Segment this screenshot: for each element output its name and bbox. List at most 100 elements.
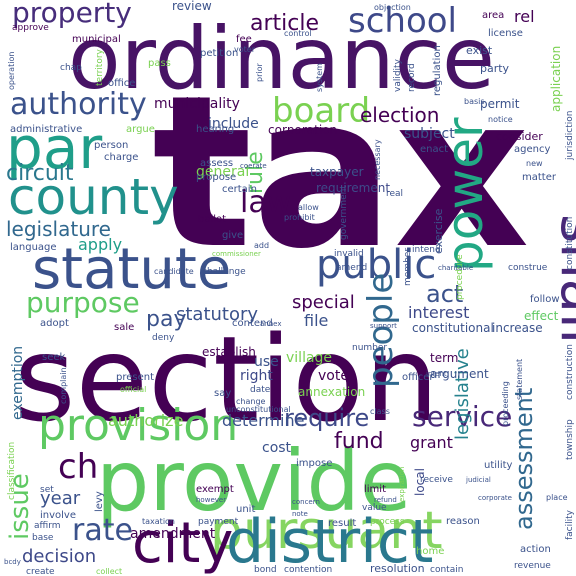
word-bcdy: bcdy xyxy=(4,558,21,566)
word-taxpayer: taxpayer xyxy=(310,165,364,179)
word-legislature: legislature xyxy=(6,217,111,241)
word-officer: officer xyxy=(402,372,434,383)
word-challenge: challenge xyxy=(202,267,246,277)
word-property: property xyxy=(12,0,132,29)
word-general: general xyxy=(196,164,249,180)
word-limit: limit xyxy=(364,484,386,495)
word-proceeding: proceeding xyxy=(501,381,510,426)
word-revenue: revenue xyxy=(514,561,551,571)
word-people: people xyxy=(361,273,401,388)
word-shall: shall xyxy=(548,214,576,344)
word-municipal: municipal xyxy=(72,34,121,45)
word-pass: pass xyxy=(148,58,171,69)
word-jurisdiction: jurisdiction xyxy=(565,111,575,162)
word-unit: unit xyxy=(236,504,255,515)
word-petition: petition xyxy=(200,48,238,59)
word-interest: interest xyxy=(408,303,469,322)
word-establish: establish xyxy=(202,345,256,359)
word-result: result xyxy=(328,518,356,529)
word-add: add xyxy=(254,241,269,250)
word-exist: exist xyxy=(466,44,493,57)
word-exemption: exemption xyxy=(10,346,26,420)
word-contend: contend xyxy=(232,318,273,329)
word-rate: rate xyxy=(72,513,133,548)
word-fund: fund xyxy=(334,429,384,454)
word-corporation: corporation xyxy=(268,123,337,137)
word-circuit: circuit xyxy=(6,161,74,186)
word-reason: reason xyxy=(446,516,480,527)
word-base: base xyxy=(32,533,54,543)
word-license: license xyxy=(488,28,523,39)
word-issue: issue xyxy=(5,473,35,540)
word-allow: allow xyxy=(298,203,319,212)
word-annex: annex xyxy=(260,320,282,328)
word-legislative: legislative xyxy=(452,348,473,440)
word-person: person xyxy=(94,140,128,151)
word-year: year xyxy=(40,488,81,509)
word-date: date xyxy=(250,385,271,395)
word-constitution: constitution xyxy=(565,217,575,270)
word-propose: propose xyxy=(196,172,236,183)
word-amendment: amendment xyxy=(130,526,216,542)
word-system: system xyxy=(315,63,324,92)
word-expiration: expiration xyxy=(398,467,406,502)
word-however: however xyxy=(196,496,226,504)
word-authority: authority xyxy=(10,87,147,122)
word-article: article xyxy=(250,11,319,36)
word-language: language xyxy=(10,242,57,253)
word-charge: charge xyxy=(104,152,138,163)
word-control: control xyxy=(284,29,312,38)
word-file: file xyxy=(304,311,328,330)
word-administrative: administrative xyxy=(10,124,82,135)
word-district: district xyxy=(226,507,433,576)
word-pursuant: pursuant xyxy=(210,501,443,561)
word-construe: construe xyxy=(508,263,548,273)
word-support: support xyxy=(370,322,397,330)
word-number: number xyxy=(352,343,387,353)
word-require: require xyxy=(284,404,369,432)
word-cost: cost xyxy=(262,440,292,456)
word-levy: levy xyxy=(94,491,105,512)
word-follow: follow xyxy=(530,294,560,305)
word-voter: voter xyxy=(234,45,256,54)
word-exercise: exercise xyxy=(432,208,445,254)
word-township: township xyxy=(565,419,575,460)
word-enact: enact xyxy=(420,144,448,155)
word-bond: bond xyxy=(254,565,277,575)
word-seek: seek xyxy=(42,352,66,363)
word-contain: contain xyxy=(430,565,463,575)
word-section: section xyxy=(14,310,439,448)
word-operation: operation xyxy=(7,52,16,90)
word-assess: assess xyxy=(200,158,233,169)
word-decision: decision xyxy=(22,546,96,567)
word-consider: consider xyxy=(496,130,543,143)
word-classification: classification xyxy=(7,442,17,500)
word-unconstitutional: unconstitutional xyxy=(226,405,291,414)
word-municipality: municipality xyxy=(154,96,240,112)
word-notice: notice xyxy=(488,115,513,124)
word-action: action xyxy=(520,544,551,555)
word-utility: utility xyxy=(484,460,513,471)
word-effect: effect xyxy=(524,309,559,323)
word-construction: construction xyxy=(565,344,575,400)
word-matter: matter xyxy=(522,172,557,183)
word-par: par xyxy=(6,114,102,182)
word-vote: vote xyxy=(318,368,349,384)
word-special: special xyxy=(292,292,355,313)
word-sale: sale xyxy=(114,322,134,333)
word-refund: refund xyxy=(374,496,397,504)
word-statement: statement xyxy=(515,359,524,400)
word-amend: amend xyxy=(336,263,367,273)
word-service: service xyxy=(412,400,512,433)
word-taxation: taxation xyxy=(142,517,175,526)
word-class: class xyxy=(370,407,390,416)
word-home: home xyxy=(416,546,444,557)
word-facility: facility xyxy=(565,509,575,540)
word-invalid: invalid xyxy=(334,249,364,259)
word-present: present xyxy=(116,372,154,383)
word-power: power xyxy=(436,117,494,272)
word-necessary: necessary xyxy=(373,139,382,180)
word-application: application xyxy=(549,46,563,112)
word-official: official xyxy=(120,385,146,394)
